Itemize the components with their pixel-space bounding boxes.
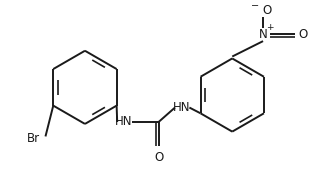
- Text: HN: HN: [115, 116, 132, 128]
- Text: HN: HN: [173, 101, 190, 114]
- Text: −: −: [251, 1, 259, 11]
- Text: +: +: [267, 23, 274, 32]
- Text: O: O: [262, 4, 271, 17]
- Text: N: N: [259, 28, 268, 41]
- Text: Br: Br: [26, 132, 40, 145]
- Text: O: O: [154, 151, 163, 164]
- Text: O: O: [299, 28, 308, 41]
